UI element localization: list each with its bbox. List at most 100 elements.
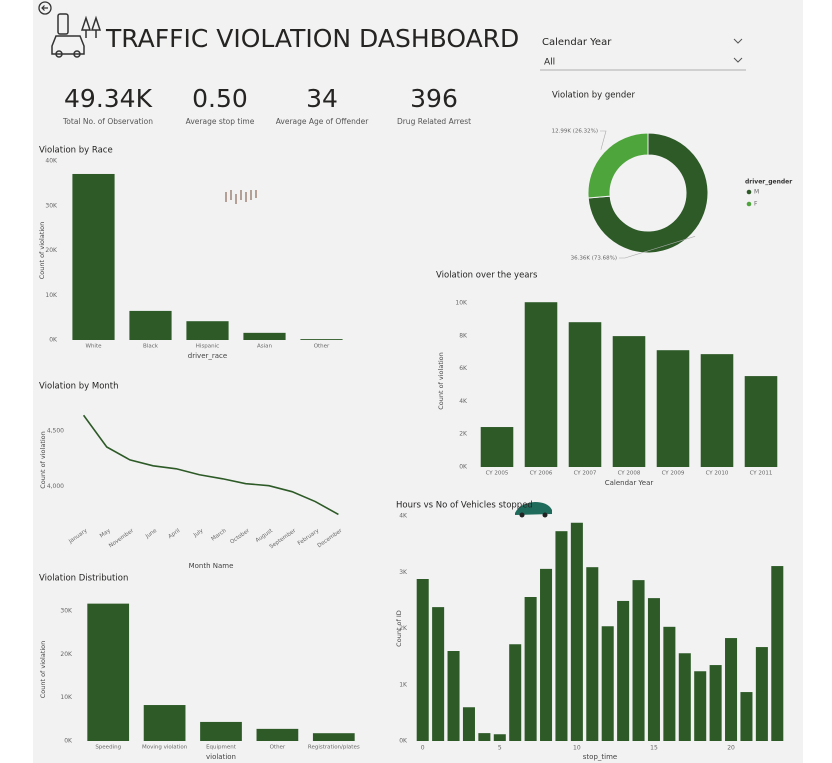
slicer[interactable]: Calendar Year All — [540, 37, 746, 71]
y-axis-title: Count of violation — [39, 641, 47, 699]
chart-title: Violation over the years — [436, 271, 538, 281]
x-tick-label: Black — [143, 344, 159, 350]
slicer-value[interactable]: All — [544, 58, 555, 68]
bar — [612, 336, 646, 467]
y-tick-label: 20K — [60, 651, 73, 658]
x-tick-label: CY 2006 — [530, 471, 553, 477]
kpi-value: 34 — [306, 84, 338, 113]
bar — [312, 733, 355, 741]
y-tick-label: 10K — [455, 300, 468, 307]
chevron — [733, 38, 743, 44]
x-tick-label: 5 — [498, 745, 502, 752]
bar — [478, 733, 491, 741]
bar — [524, 302, 558, 467]
bar — [416, 579, 429, 741]
bar — [480, 427, 514, 467]
y-tick-label: 4,500 — [47, 428, 64, 435]
y-tick-label: 0K — [459, 464, 468, 471]
slicer-label: Calendar Year — [542, 37, 612, 48]
bar — [694, 671, 707, 741]
donut-slice — [587, 132, 649, 199]
y-axis-title: Count of violation — [39, 431, 47, 489]
y-tick-label: 20K — [45, 247, 58, 254]
legend-label: M — [754, 189, 759, 196]
y-axis-title: Count of violation — [437, 352, 445, 410]
bar — [740, 692, 753, 741]
x-tick-label: 20 — [727, 745, 735, 752]
x-axis-title: violation — [206, 753, 236, 761]
bar — [72, 173, 115, 340]
x-tick-label: Registration/plates — [308, 745, 360, 751]
dashboard-title: TRAFFIC VIOLATION DASHBOARD — [105, 24, 519, 53]
chart-title: Violation by Month — [39, 382, 119, 392]
bar — [663, 626, 676, 741]
y-tick-label: 3K — [399, 569, 408, 576]
y-tick-label: 4K — [399, 513, 408, 520]
y-tick-label: 2K — [459, 431, 468, 438]
legend-marker — [746, 189, 752, 195]
bar — [143, 705, 186, 741]
kpi-label: Drug Related Arrest — [397, 117, 471, 126]
y-tick-label: 1K — [399, 681, 408, 688]
y-axis-title: Count of violation — [38, 222, 46, 280]
bar — [617, 600, 630, 741]
bar — [586, 567, 599, 741]
chart-title: Hours vs No of Vehicles stopped — [396, 501, 533, 511]
bar — [678, 653, 691, 741]
bar — [200, 721, 242, 741]
bar — [647, 598, 660, 741]
x-tick-label: May — [99, 528, 112, 540]
bar — [256, 728, 299, 741]
bar — [744, 376, 778, 467]
chart-title: Violation by gender — [552, 91, 636, 101]
y-tick-label: 2K — [399, 625, 408, 632]
x-tick-label: Asian — [257, 344, 273, 350]
x-axis-title: Calendar Year — [605, 479, 654, 487]
bar — [568, 322, 602, 467]
x-tick-label: July — [192, 528, 205, 540]
x-tick-label: CY 2005 — [486, 471, 509, 477]
y-tick-label: 0K — [49, 337, 58, 344]
bar — [447, 651, 460, 741]
x-tick-label: 0 — [421, 745, 425, 752]
legend-title: driver_gender — [745, 179, 792, 186]
y-tick-label: 8K — [459, 332, 468, 339]
y-tick-label: 4K — [459, 398, 468, 405]
bar — [709, 665, 722, 741]
chevron — [733, 57, 743, 63]
y-tick-label: 4,000 — [47, 483, 64, 490]
bar — [601, 626, 614, 741]
bar — [700, 354, 734, 467]
bar — [540, 568, 553, 741]
bar — [509, 644, 522, 741]
x-axis-title: stop_time — [583, 753, 617, 761]
x-tick-label: CY 2010 — [706, 471, 729, 477]
kpi-label: Average stop time — [186, 117, 255, 126]
y-tick-label: 30K — [60, 608, 73, 615]
y-tick-label: 6K — [459, 365, 468, 372]
x-tick-label: Hispanic — [196, 344, 219, 350]
y-tick-label: 30K — [45, 202, 58, 209]
kpi-value: 49.34K — [64, 84, 153, 113]
back-button[interactable] — [38, 1, 52, 15]
bar — [186, 321, 229, 340]
x-tick-label: 10 — [573, 745, 581, 752]
leader-line — [600, 130, 607, 150]
kpi-value: 0.50 — [192, 84, 248, 113]
bar — [129, 310, 172, 340]
x-tick-label: Moving violation — [142, 745, 188, 751]
x-tick-label: 15 — [650, 745, 658, 752]
x-tick-label: CY 2008 — [618, 471, 641, 477]
bar — [243, 332, 286, 340]
legend-marker — [746, 201, 752, 207]
y-tick-label: 0K — [399, 738, 408, 745]
y-tick-label: 10K — [60, 694, 73, 701]
donut-slice — [587, 132, 709, 254]
kpi-value: 396 — [410, 84, 458, 113]
bar — [771, 566, 784, 741]
kpi-label: Average Age of Offender — [276, 117, 369, 126]
bar — [524, 597, 537, 741]
people-icon — [225, 190, 257, 204]
y-axis-title: Count of ID — [395, 610, 403, 647]
